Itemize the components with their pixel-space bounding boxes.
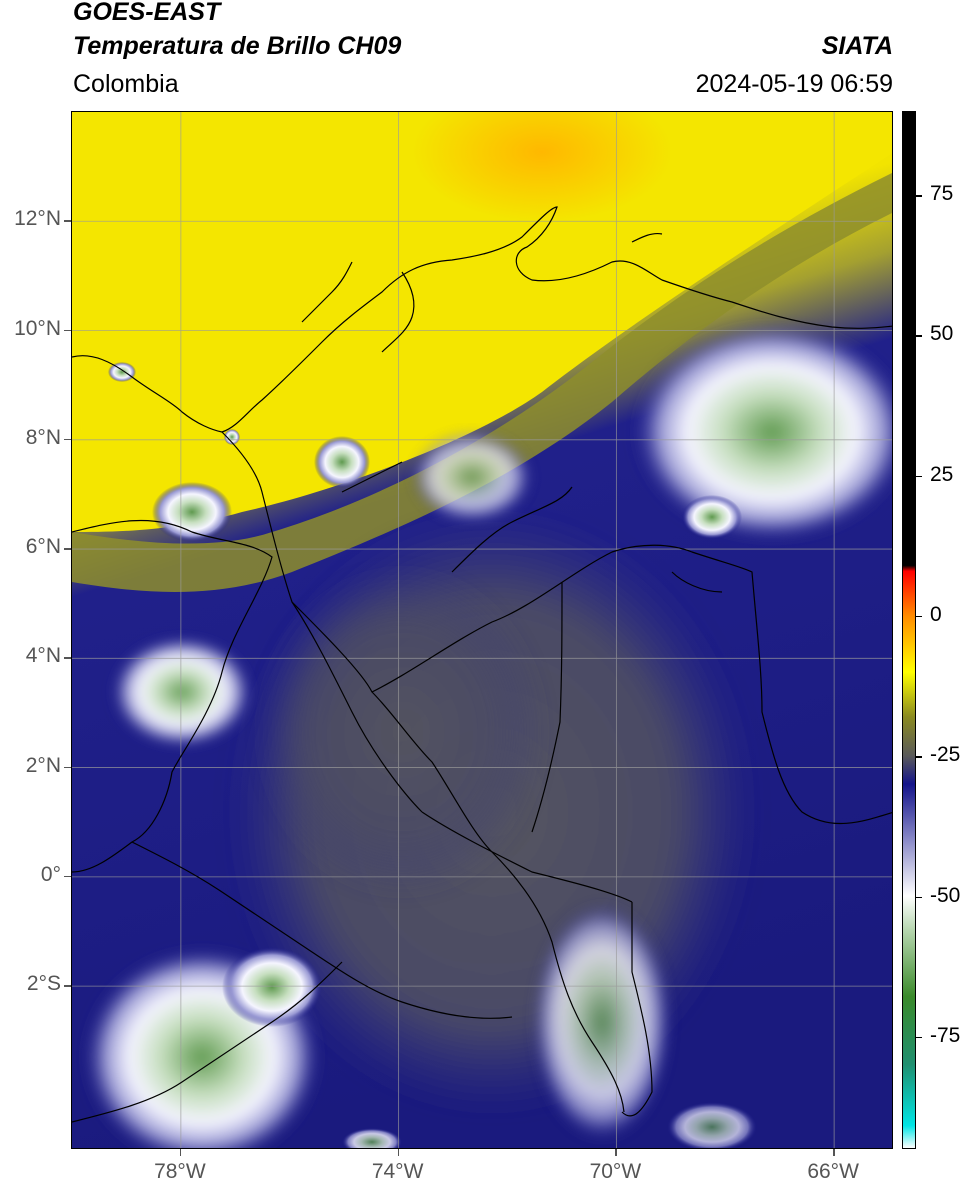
lon-tick-label: 66°W [807, 1160, 859, 1183]
colorbar-tick-mark [916, 475, 922, 478]
lat-tick-mark [64, 329, 71, 332]
colorbar [902, 111, 916, 1149]
lat-tick-mark [64, 985, 71, 987]
lat-tick-mark [64, 220, 71, 222]
region-label: Colombia [73, 70, 179, 98]
coastline-borders [72, 206, 892, 1123]
lat-tick-mark [64, 766, 71, 769]
colorbar-tick-label: 50 [930, 322, 954, 346]
lon-tick-mark [179, 1149, 182, 1156]
colorbar-tick-mark [916, 335, 922, 337]
lon-tick-label: 74°W [371, 1160, 424, 1183]
colorbar-tick-mark [916, 615, 922, 618]
product-title: Temperatura de Brillo CH09 [73, 32, 402, 60]
lat-tick-mark [64, 548, 71, 550]
lat-tick-mark [64, 657, 71, 659]
colorbar-tick-label: 25 [930, 462, 954, 486]
lat-tick-mark [64, 875, 71, 878]
lon-tick-mark [833, 1149, 835, 1156]
lon-tick-mark [615, 1149, 617, 1156]
graticule [72, 112, 892, 1148]
lat-tick-label: 6°N [25, 535, 61, 559]
lon-tick-label: 78°W [154, 1160, 206, 1183]
colorbar-tick-mark [916, 756, 922, 758]
lat-tick-label: 12°N [14, 207, 61, 231]
colorbar-tick-mark [916, 195, 922, 197]
colorbar-tick-label: -50 [930, 883, 961, 907]
source-label: SIATA [821, 32, 893, 60]
brightness-temperature-image [72, 112, 892, 1148]
timestamp-label: 2024-05-19 06:59 [695, 70, 893, 98]
colorbar-tick-label: 0 [930, 602, 942, 626]
satellite-title: GOES-EAST [73, 0, 221, 26]
lon-tick-mark [397, 1149, 400, 1156]
lat-tick-mark [64, 438, 71, 441]
colorbar-tick-label: -75 [930, 1023, 961, 1047]
lat-tick-label: 0° [40, 862, 61, 886]
lat-tick-label: 10°N [14, 316, 61, 340]
lat-tick-label: 2°S [26, 972, 61, 996]
lon-tick-label: 70°W [589, 1160, 642, 1183]
lat-tick-label: 2°N [25, 753, 61, 777]
lat-tick-label: 4°N [25, 644, 61, 668]
colorbar-tick-label: 75 [930, 182, 954, 206]
satellite-map [71, 111, 893, 1149]
lat-tick-label: 8°N [25, 425, 61, 449]
colorbar-tick-mark [916, 1036, 922, 1039]
colorbar-tick-mark [916, 896, 922, 898]
colorbar-tick-label: -25 [930, 743, 961, 767]
